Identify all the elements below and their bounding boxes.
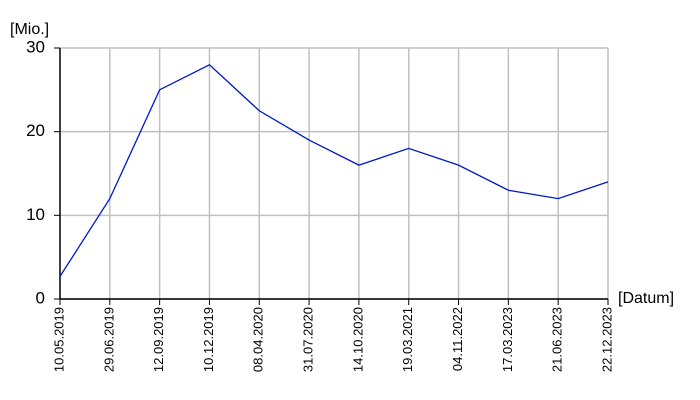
y-tick-label: 0	[36, 288, 45, 307]
y-tick-label: 20	[26, 121, 45, 140]
x-tick-label: 19.03.2021	[400, 307, 415, 372]
x-tick-label: 10.12.2019	[201, 307, 216, 372]
x-tick-label: 29.06.2019	[101, 307, 116, 372]
x-tick-label: 14.10.2020	[350, 307, 365, 372]
x-tick-label: 22.12.2023	[599, 307, 614, 372]
x-tick-label: 08.04.2020	[251, 307, 266, 372]
x-tick-label: 04.11.2022	[450, 307, 465, 371]
x-tick-label: 10.05.2019	[51, 307, 66, 372]
x-tick-label: 17.03.2023	[500, 307, 515, 372]
y-tick-label: 30	[26, 37, 45, 56]
x-tick-label: 21.06.2023	[550, 307, 565, 372]
y-tick-label: 10	[26, 205, 45, 224]
x-tick-label: 12.09.2019	[151, 307, 166, 372]
x-axis-label: [Datum]	[618, 290, 674, 307]
data-line	[59, 63, 609, 277]
y-axis-label: [Mio.]	[10, 21, 49, 38]
x-tick-label: 31.07.2020	[301, 307, 316, 372]
